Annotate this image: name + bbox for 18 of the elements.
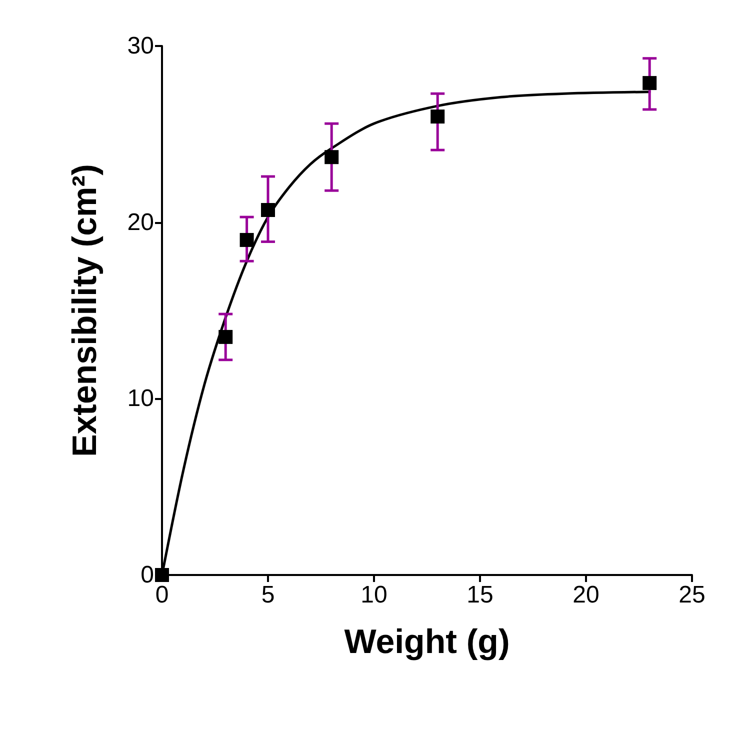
point	[642, 76, 657, 90]
x-tick-label: 5	[261, 582, 275, 608]
point	[261, 202, 275, 217]
x-tick-label: 20	[572, 582, 600, 608]
point	[324, 150, 339, 164]
y-tick-label: 10	[127, 385, 154, 412]
point	[430, 110, 445, 124]
point	[240, 232, 254, 247]
x-axis-title: Weight (g)	[344, 623, 510, 661]
x-tick-label: 25	[678, 582, 706, 608]
y-tick-label: 20	[127, 208, 154, 236]
y-tick-label: 30	[127, 32, 154, 60]
point	[218, 330, 233, 344]
point	[155, 568, 169, 582]
x-tick-label: 15	[466, 582, 494, 608]
x-tick-label: 10	[360, 582, 388, 608]
y-tick-label: 0	[140, 562, 154, 588]
y-axis-title: Extensibility (cm²)	[66, 164, 104, 457]
